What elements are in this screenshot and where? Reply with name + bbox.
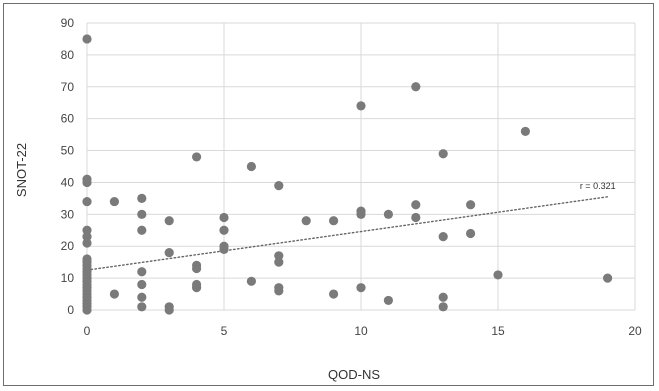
- data-point: [411, 200, 421, 210]
- data-point: [246, 276, 256, 286]
- data-point: [192, 263, 202, 274]
- data-point: [383, 209, 393, 219]
- data-point: [301, 216, 311, 226]
- data-point: [246, 161, 256, 172]
- chart-frame: 0 10 20 30 40 50 60 70 80 90 0 5 10 15 20 r = 0.321 QO…: [3, 3, 654, 386]
- data-point: [466, 200, 476, 210]
- data-point: [137, 209, 147, 219]
- x-tick-label: 5: [221, 324, 228, 338]
- data-point: [82, 177, 92, 188]
- y-tick-label: 60: [61, 112, 75, 126]
- data-point: [274, 181, 284, 191]
- data-point: [438, 292, 448, 302]
- data-point: [164, 216, 174, 226]
- tick-layer: 0 10 20 30 40 50 60 70 80 90 0 5 10 15 20: [61, 16, 642, 338]
- data-point: [82, 34, 92, 44]
- data-point: [438, 232, 448, 242]
- data-point: [383, 295, 393, 306]
- data-point: [192, 283, 202, 293]
- grid-layer: [86, 22, 636, 311]
- data-point: [274, 257, 284, 267]
- y-tick-label: 40: [61, 175, 75, 189]
- x-tick-label: 15: [491, 324, 505, 338]
- y-tick-label: 30: [61, 207, 75, 221]
- x-tick-label: 20: [628, 324, 642, 338]
- data-point: [329, 289, 339, 299]
- data-point: [356, 209, 366, 219]
- data-point: [82, 305, 92, 315]
- data-point: [274, 251, 284, 261]
- data-point: [493, 270, 503, 280]
- data-point: [219, 225, 229, 235]
- data-point: [219, 212, 229, 223]
- y-tick-label: 0: [67, 303, 74, 317]
- y-tick-label: 80: [61, 48, 75, 62]
- point-layer: [82, 34, 613, 315]
- data-point: [219, 244, 229, 255]
- data-point: [438, 302, 448, 312]
- data-point: [109, 196, 119, 207]
- y-tick-label: 20: [61, 239, 75, 253]
- data-point: [137, 292, 147, 302]
- data-point: [411, 212, 421, 223]
- trend-layer: [86, 196, 609, 271]
- data-point: [274, 286, 284, 296]
- data-point: [137, 225, 147, 235]
- data-point: [603, 273, 613, 283]
- data-point: [82, 225, 92, 235]
- data-point: [329, 216, 339, 226]
- x-tick-label: 10: [354, 324, 368, 338]
- data-point: [82, 238, 92, 248]
- annotation-label: r = 0.321: [580, 181, 616, 191]
- data-point: [192, 152, 202, 162]
- data-point: [109, 289, 119, 299]
- data-point: [411, 82, 421, 92]
- data-point: [82, 232, 92, 242]
- data-point: [438, 149, 448, 159]
- trendline: [86, 196, 609, 271]
- data-point: [82, 196, 92, 207]
- data-point: [164, 305, 174, 315]
- data-point: [356, 283, 366, 293]
- data-point: [356, 101, 366, 111]
- y-tick-label: 50: [61, 144, 75, 158]
- y-axis-title: SNOT-22: [14, 143, 29, 197]
- x-axis-title: QOD-NS: [328, 367, 380, 382]
- x-tick-label: 0: [84, 324, 91, 338]
- data-point: [137, 193, 147, 203]
- data-point: [137, 267, 147, 277]
- scatter-chart: 0 10 20 30 40 50 60 70 80 90 0 5 10 15 20 r = 0.321 QO…: [14, 16, 642, 382]
- data-point: [520, 126, 531, 137]
- y-tick-label: 10: [61, 271, 75, 285]
- data-point: [466, 228, 476, 239]
- y-tick-label: 70: [61, 80, 75, 94]
- data-point: [164, 248, 174, 258]
- data-point: [137, 302, 147, 312]
- y-tick-label: 90: [61, 16, 75, 30]
- data-point: [137, 279, 147, 290]
